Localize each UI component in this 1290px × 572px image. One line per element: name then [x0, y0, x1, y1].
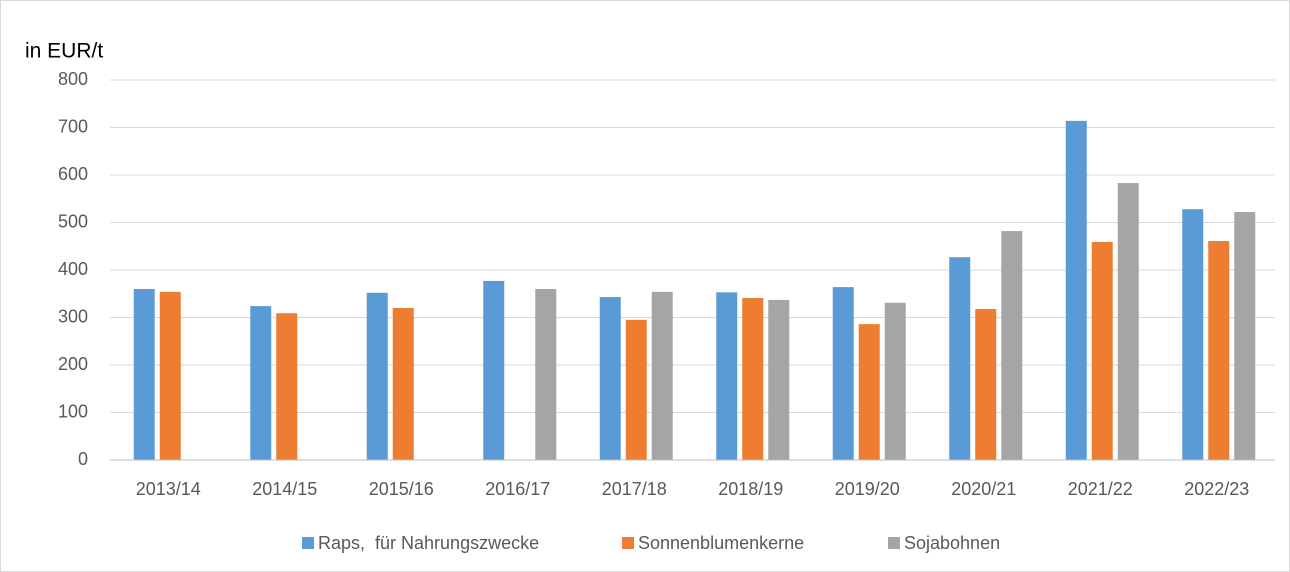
bar: [884, 302, 906, 460]
bar: [1234, 212, 1256, 460]
x-tick-label: 2021/22: [1068, 479, 1133, 499]
bar: [975, 308, 997, 460]
y-tick-label: 800: [58, 69, 88, 89]
bar: [250, 306, 272, 460]
legend-swatch: [302, 537, 314, 549]
bar: [1001, 231, 1023, 460]
y-tick-label: 500: [58, 211, 88, 231]
bar: [1065, 120, 1087, 460]
x-tick-label: 2022/23: [1184, 479, 1249, 499]
y-tick-label: 400: [58, 259, 88, 279]
bar: [159, 291, 181, 460]
x-tick-label: 2015/16: [369, 479, 434, 499]
bar: [1182, 209, 1204, 460]
bar: [625, 319, 647, 460]
legend-swatch: [888, 537, 900, 549]
bar: [392, 308, 414, 460]
bar: [535, 289, 557, 460]
legend-label: Sonnenblumenkerne: [638, 533, 804, 553]
x-tick-label: 2020/21: [951, 479, 1016, 499]
x-tick-label: 2018/19: [718, 479, 783, 499]
x-tick-label: 2013/14: [136, 479, 201, 499]
bar: [858, 324, 880, 460]
bar: [1208, 241, 1230, 460]
bar: [651, 291, 673, 460]
bar: [366, 292, 388, 460]
y-tick-label: 700: [58, 116, 88, 136]
bar: [483, 280, 505, 460]
bar: [276, 313, 298, 460]
bar: [742, 298, 764, 460]
bar: [716, 292, 738, 460]
bar: [949, 257, 971, 460]
x-tick-label: 2014/15: [252, 479, 317, 499]
legend-swatch: [622, 537, 634, 549]
x-tick-label: 2016/17: [485, 479, 550, 499]
x-tick-label: 2017/18: [602, 479, 667, 499]
legend-label: Raps, für Nahrungszwecke: [318, 533, 539, 553]
y-tick-label: 200: [58, 354, 88, 374]
bar: [1117, 183, 1139, 460]
bar: [1091, 241, 1113, 460]
y-axis-label: in EUR/t: [25, 40, 103, 63]
y-tick-label: 0: [78, 449, 88, 469]
y-tick-label: 600: [58, 164, 88, 184]
y-tick-label: 100: [58, 401, 88, 421]
y-tick-label: 300: [58, 306, 88, 326]
legend-label: Sojabohnen: [904, 533, 1000, 553]
bar: [133, 289, 155, 460]
bar: [768, 299, 790, 460]
bar: [832, 287, 854, 460]
bar: [599, 297, 621, 460]
x-tick-label: 2019/20: [835, 479, 900, 499]
